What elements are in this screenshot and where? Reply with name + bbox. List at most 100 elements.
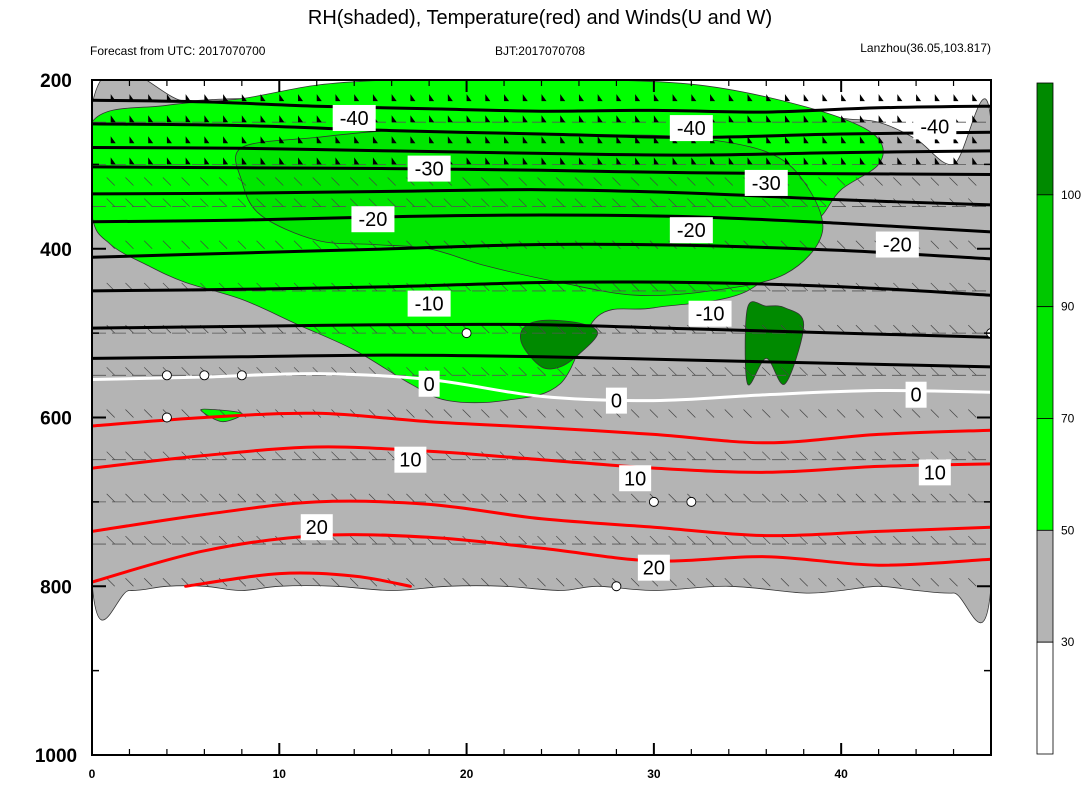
wind-barb-12 — [335, 94, 341, 102]
wind-barb-548 — [687, 451, 696, 460]
wind-barb-73 — [597, 115, 603, 123]
wind-barb-132 — [822, 136, 828, 144]
wind-barb-112 — [447, 136, 453, 144]
wind-barb-564 — [106, 493, 115, 503]
wind-barb-248 — [349, 198, 359, 207]
wind-barb-642 — [687, 535, 696, 545]
contour-label-text-17: 20 — [643, 558, 665, 580]
wind-barb-515 — [949, 409, 958, 418]
colorbar-swatch-2 — [1036, 306, 1054, 419]
wind-barb-569 — [200, 493, 209, 503]
wind-barb-236 — [125, 198, 134, 207]
wind-barb-7 — [241, 94, 247, 102]
wind-barb-164 — [541, 157, 547, 165]
wind-barb-562 — [949, 451, 958, 460]
wind-barb-608 — [930, 493, 940, 503]
wind-barb-30 — [672, 94, 678, 102]
wind-barb-69 — [522, 115, 528, 123]
wind-barb-600 — [780, 493, 790, 503]
wind-barb-558 — [874, 451, 883, 460]
wind-barb-117 — [541, 136, 547, 144]
colorbar-label-2: 70 — [1061, 412, 1075, 426]
wind-barb-261 — [593, 198, 602, 207]
wind-barb-102 — [260, 136, 266, 144]
wind-barb-542 — [574, 451, 584, 460]
wind-barb-528 — [312, 451, 321, 460]
wind-barb-502 — [705, 409, 715, 418]
wind-barb-683 — [574, 578, 584, 587]
wind-barb-66 — [466, 115, 472, 123]
wind-barb-453 — [668, 367, 677, 376]
colorbar-label-1: 90 — [1061, 300, 1075, 314]
wind-barb-652 — [874, 535, 883, 545]
colorbar-swatch-4 — [1036, 529, 1054, 643]
wind-barb-71 — [560, 115, 566, 123]
temp-contour-2 — [92, 146, 991, 157]
contour-label-13: 10 — [394, 446, 427, 473]
wind-barb-417 — [874, 324, 883, 334]
wind-barb-215 — [612, 177, 621, 186]
colorbar-swatch-3 — [1036, 418, 1054, 531]
wind-barb-108 — [372, 136, 378, 144]
wind-barb-639 — [630, 535, 640, 545]
wind-barb-55 — [260, 115, 266, 123]
calm-marker-8 — [611, 581, 622, 592]
wind-barb-396 — [481, 324, 490, 334]
wind-barb-252 — [424, 198, 434, 207]
wind-barb-141 — [110, 157, 116, 165]
wind-barb-3 — [166, 94, 172, 102]
wind-barb-559 — [893, 451, 902, 460]
contour-label-text-15: 10 — [924, 462, 946, 484]
wind-barb-586 — [518, 493, 528, 503]
wind-barb-676 — [443, 578, 453, 587]
wind-barb-684 — [593, 578, 602, 587]
wind-barb-258 — [537, 198, 546, 207]
wind-barb-36 — [784, 94, 790, 102]
wind-barb-241 — [218, 198, 228, 207]
wind-barb-525 — [256, 451, 265, 460]
colorbar-label-3: 50 — [1061, 523, 1075, 537]
wind-barb-320 — [818, 240, 827, 249]
wind-barb-188 — [106, 177, 115, 186]
wind-barb-144 — [166, 157, 172, 165]
calm-marker-0 — [161, 370, 172, 381]
wind-barb-394 — [443, 324, 453, 334]
wind-barb-557 — [855, 451, 865, 460]
wind-barb-39 — [841, 94, 847, 102]
contour-label-16: 20 — [300, 514, 333, 541]
wind-barb-566 — [143, 493, 153, 503]
wind-barb-701 — [911, 578, 921, 587]
wind-barb-574 — [293, 493, 303, 503]
contour-label-bg-11 — [605, 387, 627, 414]
wind-barb-32 — [710, 94, 716, 102]
contour-label-bg-2 — [913, 113, 957, 140]
wind-barb-250 — [387, 198, 396, 207]
wind-barb-504 — [743, 409, 752, 418]
contour-label-bg-15 — [918, 459, 951, 486]
wind-barb-195 — [237, 177, 247, 186]
wind-barb-678 — [481, 578, 490, 587]
wind-barb-284 — [143, 240, 153, 249]
wind-barb-266 — [687, 198, 696, 207]
wind-barb-226 — [818, 177, 827, 186]
temp-contour-4 — [92, 188, 991, 207]
wind-barb-200 — [331, 177, 340, 186]
wind-barb-693 — [762, 578, 771, 587]
wind-barb-253 — [443, 198, 453, 207]
contour-label-bg-1 — [669, 115, 713, 142]
contour-label-text-9: -10 — [696, 304, 725, 326]
wind-barb-230 — [893, 177, 902, 186]
contour-label-bg-10 — [418, 370, 440, 397]
contour-label-14: 10 — [619, 465, 652, 492]
wind-barb-255 — [481, 198, 490, 207]
wind-barb-498 — [630, 409, 640, 418]
wind-barb-393 — [424, 324, 434, 334]
wind-barb-501 — [687, 409, 696, 418]
contour-label-text-16: 20 — [306, 517, 328, 539]
wind-barb-702 — [930, 578, 940, 587]
wind-barb-4 — [185, 94, 191, 102]
wind-barb-168 — [616, 157, 622, 165]
wind-barb-467 — [930, 367, 940, 376]
wind-barb-669 — [312, 578, 321, 587]
wind-barb-420 — [930, 324, 940, 334]
